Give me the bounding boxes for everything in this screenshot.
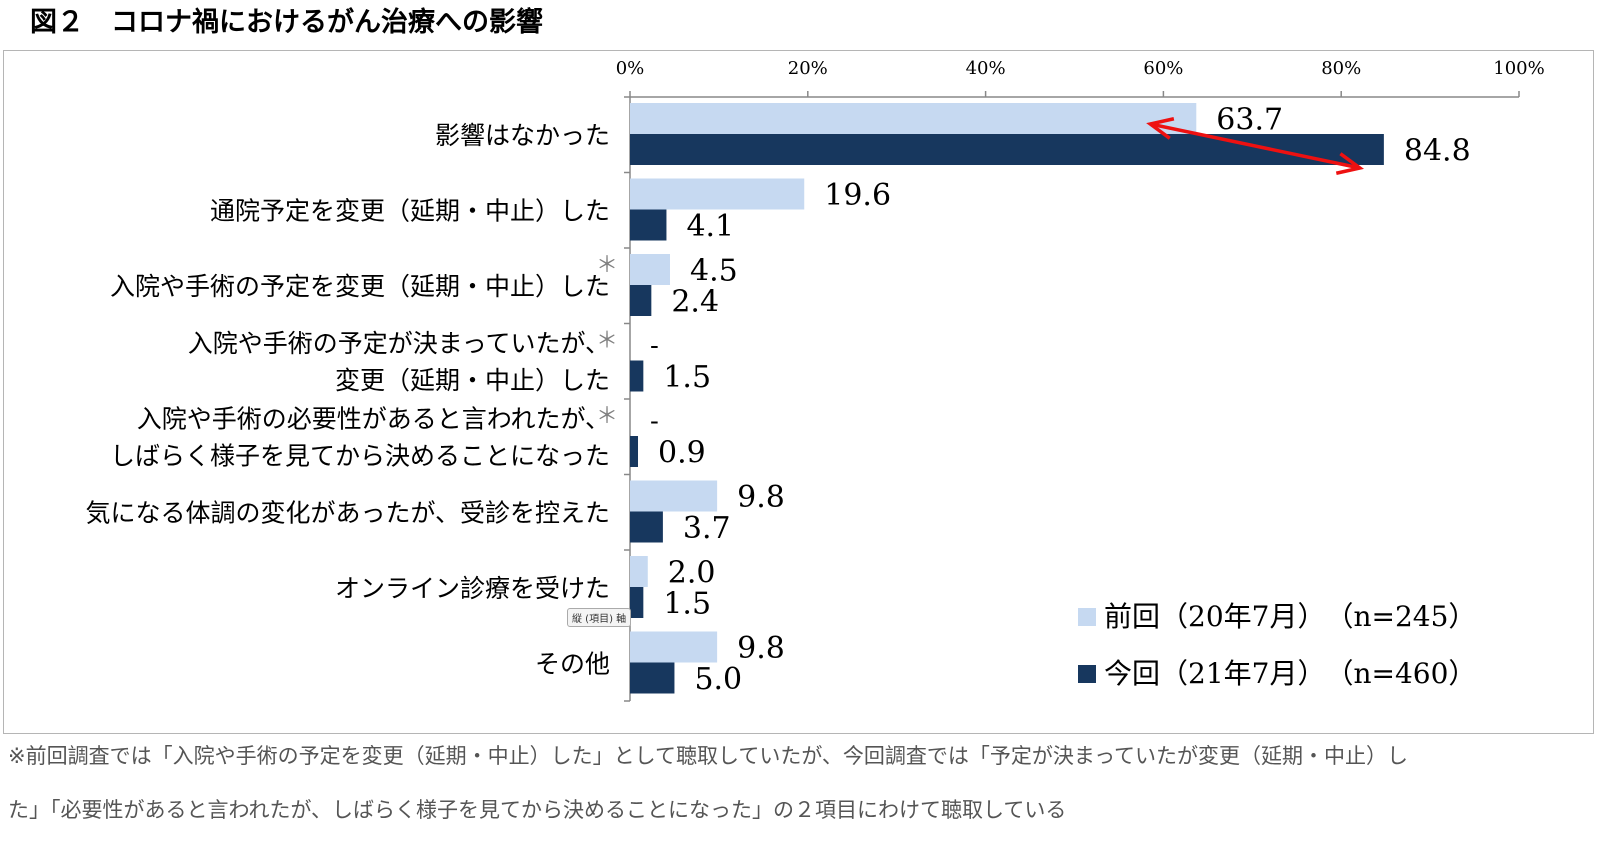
bar <box>630 587 644 618</box>
category-label: 入院や手術の必要性があると言われたが、 <box>137 404 610 433</box>
arrow-head-left <box>1146 117 1175 140</box>
data-label: 4.5 <box>690 254 738 289</box>
category-label: 入院や手術の予定を変更（延期・中止）した <box>110 272 610 301</box>
bar <box>630 556 648 587</box>
data-label: 9.8 <box>737 480 785 515</box>
data-label: 1.5 <box>663 587 711 622</box>
legend-label: 前回（20年7月） （n=245） <box>1104 600 1476 633</box>
bar <box>630 480 718 512</box>
category-label: しばらく様子を見てから決めることになった <box>110 441 610 470</box>
category-label: 入院や手術の予定が決まっていたが、 <box>188 329 610 358</box>
figure-title: 図２ コロナ禍におけるがん治療への影響 <box>30 7 543 38</box>
data-label: - <box>650 331 659 361</box>
bar <box>630 103 1197 134</box>
asterisk-mark: ＊ <box>596 253 618 278</box>
data-label: 1.5 <box>663 360 711 395</box>
data-label: - <box>650 407 659 437</box>
category-label: オンライン診療を受けた <box>335 574 610 603</box>
data-label: 0.9 <box>658 436 706 471</box>
asterisk-mark: ＊ <box>596 329 618 354</box>
data-label: 2.0 <box>668 556 716 591</box>
bar <box>630 254 671 285</box>
data-label: 5.0 <box>694 662 742 697</box>
data-label: 9.8 <box>737 631 785 666</box>
legend-label: 今回（21年7月） （n=460） <box>1104 657 1476 690</box>
x-tick-label: 60% <box>1143 58 1183 79</box>
data-label: 4.1 <box>686 209 734 244</box>
x-tick-label: 80% <box>1321 58 1361 79</box>
x-tick-label: 0% <box>616 58 645 79</box>
bar <box>630 134 1384 165</box>
category-label: 通院予定を変更（延期・中止）した <box>210 196 610 225</box>
chart-frame <box>3 50 1594 734</box>
x-tick-label: 20% <box>788 58 828 79</box>
arrow-shaft <box>1149 122 1361 170</box>
category-label: 影響はなかった <box>435 121 610 150</box>
asterisk-mark: ＊ <box>596 404 618 429</box>
footnote-line-1: ※前回調査では「入院や手術の予定を変更（延期・中止）した」として聴取していたが、… <box>8 744 1409 768</box>
category-label: 変更（延期・中止）した <box>335 366 610 395</box>
bar <box>630 631 718 663</box>
bar <box>630 209 667 241</box>
category-label: 気になる体調の変化があったが、受診を控えた <box>85 498 610 527</box>
bar <box>630 285 652 316</box>
data-label: 2.4 <box>671 285 719 320</box>
data-label: 84.8 <box>1404 134 1471 169</box>
footnote-line-2: た」「必要性があると言われたが、しばらく様子を見てから決めることになった」の２項… <box>8 798 1067 822</box>
data-label: 19.6 <box>824 178 891 213</box>
data-label: 63.7 <box>1216 103 1283 138</box>
bar <box>630 511 663 543</box>
bar <box>630 436 639 467</box>
x-tick-label: 100% <box>1493 58 1544 79</box>
bar <box>630 178 805 210</box>
legend-swatch <box>1078 665 1096 683</box>
bar <box>630 662 675 694</box>
x-tick-label: 40% <box>966 58 1006 79</box>
legend-swatch <box>1078 608 1096 626</box>
axis-tooltip: 縦 (項目) 軸 <box>567 608 632 627</box>
arrow-head-right <box>1335 152 1365 175</box>
bar <box>630 360 644 392</box>
data-label: 3.7 <box>683 511 731 546</box>
category-label: その他 <box>535 649 610 678</box>
